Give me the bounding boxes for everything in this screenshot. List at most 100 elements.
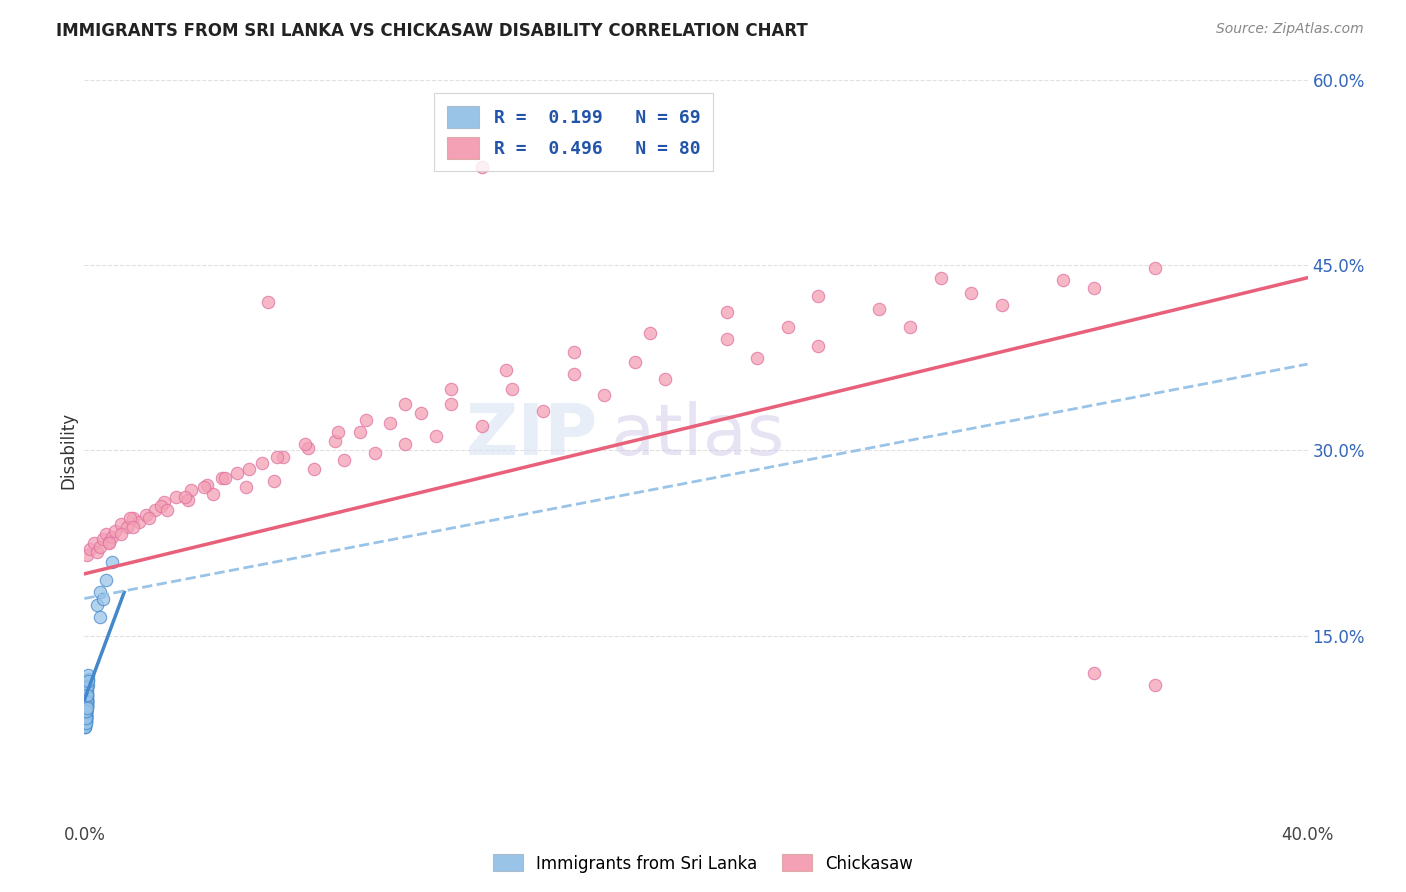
Point bbox=[75, 714, 97, 729]
Point bbox=[76, 700, 98, 714]
Point bbox=[75, 720, 97, 734]
Point bbox=[394, 437, 416, 451]
Point bbox=[502, 382, 524, 396]
Point bbox=[83, 536, 105, 550]
Point bbox=[77, 672, 100, 686]
Point bbox=[75, 711, 97, 725]
Point bbox=[76, 688, 98, 702]
Point bbox=[76, 697, 98, 711]
Legend: R =  0.199   N = 69, R =  0.496   N = 80: R = 0.199 N = 69, R = 0.496 N = 80 bbox=[434, 93, 713, 171]
Point bbox=[75, 716, 97, 731]
Point bbox=[75, 716, 97, 731]
Point bbox=[294, 437, 316, 451]
Point bbox=[1083, 665, 1105, 680]
Point bbox=[624, 354, 647, 368]
Point bbox=[263, 475, 285, 489]
Point bbox=[156, 502, 179, 516]
Point bbox=[1083, 280, 1105, 294]
Point bbox=[94, 527, 117, 541]
Point bbox=[75, 707, 97, 722]
Point bbox=[138, 511, 160, 525]
Point bbox=[1143, 260, 1166, 275]
Text: ZIP: ZIP bbox=[465, 401, 598, 470]
Point bbox=[960, 285, 983, 300]
Point bbox=[75, 705, 97, 719]
Point bbox=[76, 698, 98, 713]
Point bbox=[76, 690, 98, 705]
Point bbox=[75, 698, 97, 712]
Point bbox=[364, 446, 387, 460]
Point bbox=[165, 491, 187, 505]
Point bbox=[75, 714, 97, 729]
Point bbox=[75, 706, 97, 721]
Point bbox=[716, 305, 738, 319]
Point bbox=[238, 462, 260, 476]
Point bbox=[75, 718, 97, 732]
Point bbox=[257, 295, 280, 310]
Point bbox=[1052, 273, 1074, 287]
Point bbox=[638, 326, 661, 341]
Point bbox=[101, 555, 124, 569]
Point bbox=[177, 492, 200, 507]
Point bbox=[115, 520, 138, 534]
Point bbox=[195, 478, 218, 492]
Point bbox=[75, 717, 97, 731]
Point bbox=[122, 520, 145, 534]
Point bbox=[531, 404, 554, 418]
Point bbox=[75, 703, 97, 717]
Point bbox=[226, 466, 249, 480]
Point bbox=[593, 388, 616, 402]
Point bbox=[929, 270, 952, 285]
Point bbox=[776, 320, 799, 334]
Point bbox=[807, 338, 830, 352]
Point bbox=[75, 708, 97, 723]
Point bbox=[75, 708, 97, 723]
Point bbox=[180, 483, 202, 497]
Text: atlas: atlas bbox=[610, 401, 785, 470]
Point bbox=[91, 533, 114, 547]
Point bbox=[409, 407, 432, 421]
Point bbox=[97, 534, 120, 549]
Point bbox=[174, 491, 197, 505]
Point bbox=[562, 367, 585, 381]
Point bbox=[86, 544, 108, 558]
Point bbox=[77, 668, 100, 682]
Point bbox=[75, 705, 97, 719]
Point bbox=[807, 289, 830, 303]
Point bbox=[128, 515, 150, 529]
Point bbox=[76, 694, 98, 708]
Legend: Immigrants from Sri Lanka, Chickasaw: Immigrants from Sri Lanka, Chickasaw bbox=[486, 847, 920, 880]
Point bbox=[193, 480, 215, 494]
Point bbox=[91, 591, 114, 606]
Point bbox=[135, 508, 157, 522]
Point bbox=[75, 700, 97, 714]
Point bbox=[75, 703, 97, 717]
Point bbox=[495, 363, 517, 377]
Point bbox=[76, 698, 98, 712]
Point bbox=[471, 160, 494, 174]
Point bbox=[302, 462, 325, 476]
Point bbox=[122, 511, 145, 525]
Point bbox=[97, 536, 120, 550]
Point bbox=[75, 705, 97, 719]
Point bbox=[101, 530, 124, 544]
Point bbox=[110, 517, 132, 532]
Point bbox=[898, 320, 921, 334]
Point bbox=[76, 697, 98, 711]
Point bbox=[333, 453, 356, 467]
Text: IMMIGRANTS FROM SRI LANKA VS CHICKASAW DISABILITY CORRELATION CHART: IMMIGRANTS FROM SRI LANKA VS CHICKASAW D… bbox=[56, 22, 808, 40]
Point bbox=[654, 372, 676, 386]
Point bbox=[75, 703, 97, 717]
Point bbox=[349, 425, 371, 439]
Point bbox=[76, 685, 98, 699]
Point bbox=[271, 450, 294, 464]
Point bbox=[1143, 678, 1166, 692]
Point bbox=[76, 687, 98, 701]
Point bbox=[120, 511, 142, 525]
Point bbox=[89, 540, 111, 554]
Point bbox=[76, 692, 98, 706]
Point bbox=[89, 610, 111, 624]
Point bbox=[869, 301, 891, 316]
Point bbox=[471, 418, 494, 433]
Point bbox=[76, 674, 98, 689]
